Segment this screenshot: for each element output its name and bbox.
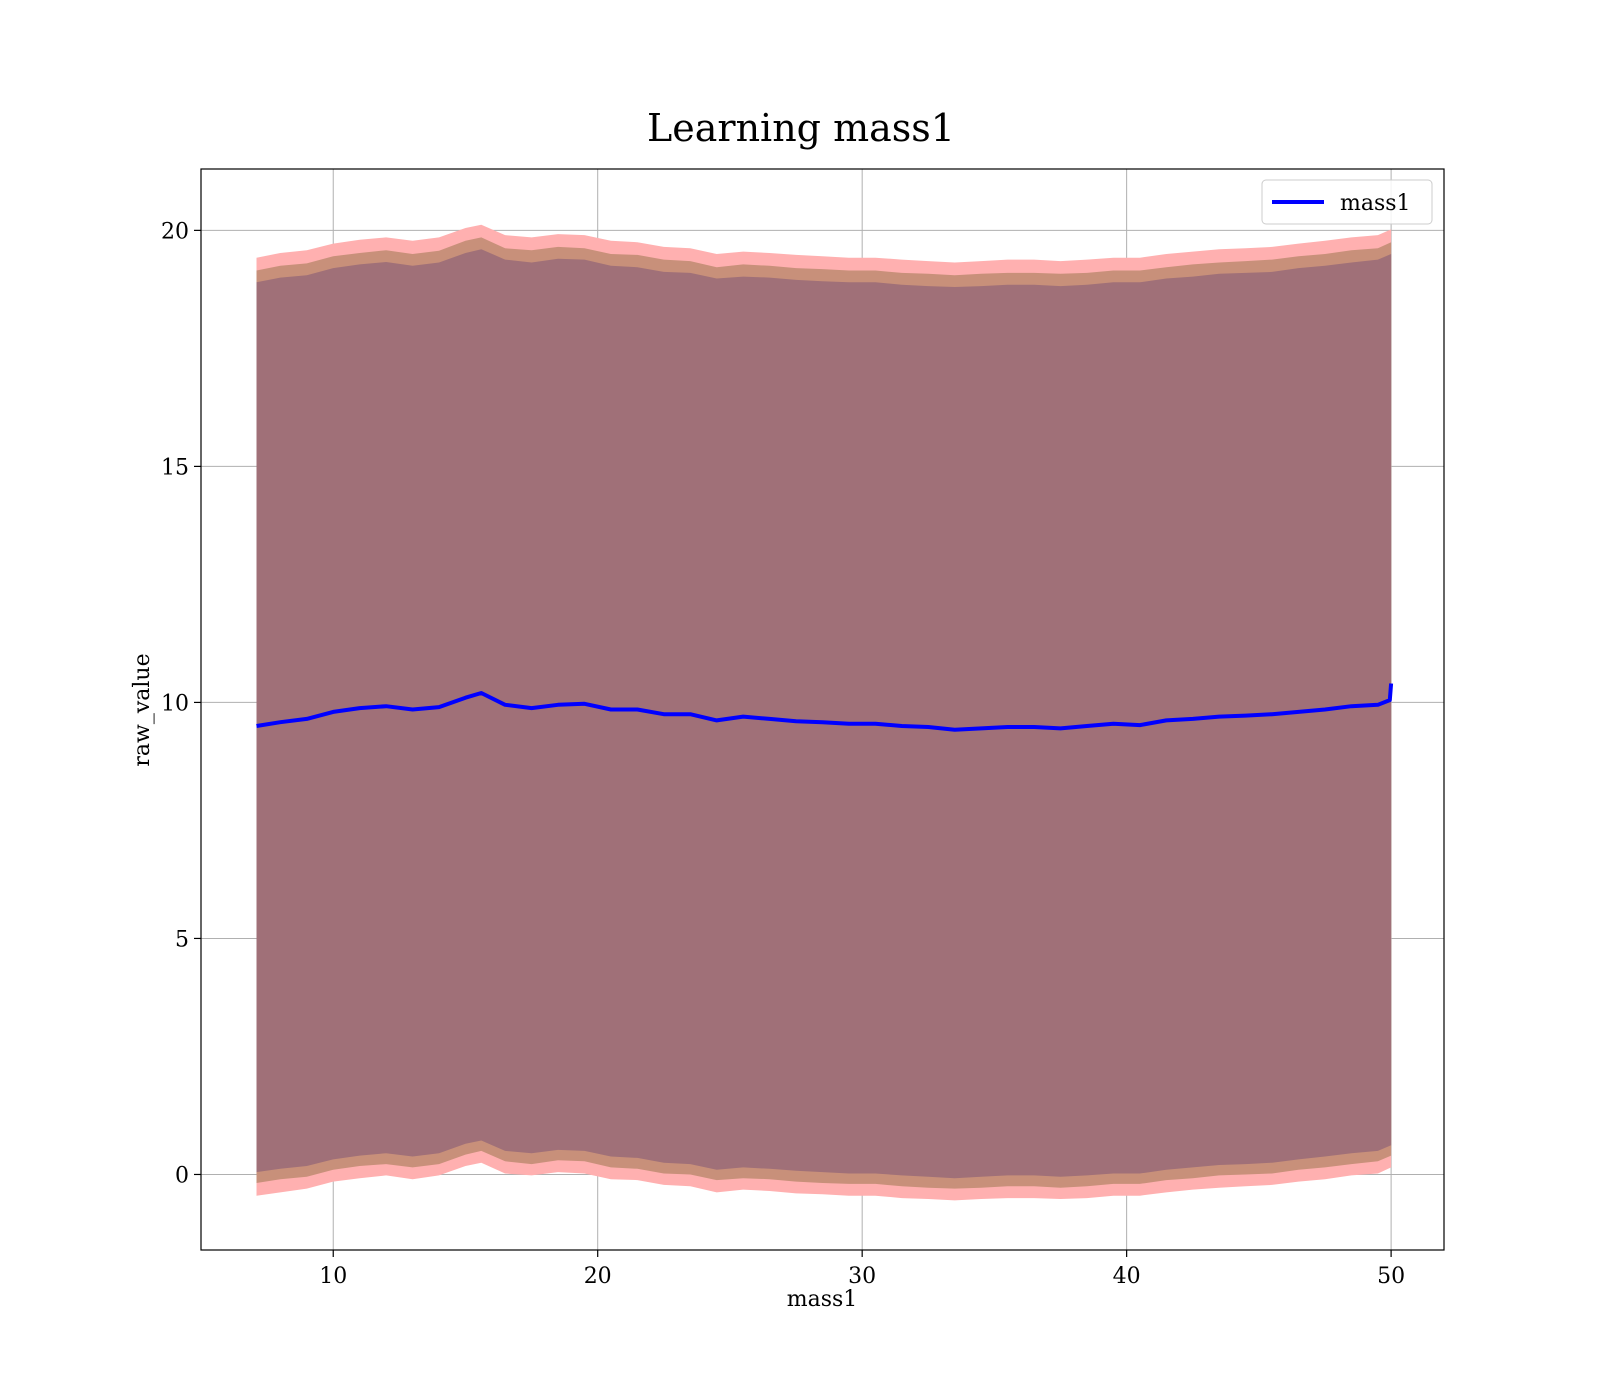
tick-label-x-30: 30 <box>848 1264 876 1289</box>
tick-label-x-50: 50 <box>1377 1264 1405 1289</box>
y-axis-label: raw_value <box>130 653 155 766</box>
legend-label-mass1: mass1 <box>1340 191 1411 216</box>
tick-label-y-15: 15 <box>161 455 189 480</box>
band-inner <box>256 249 1392 1179</box>
series-line-mass1 <box>256 683 1394 732</box>
tick-label-x-20: 20 <box>584 1264 612 1289</box>
tick-label-x-10: 10 <box>319 1264 347 1289</box>
tick-label-y-5: 5 <box>175 927 189 952</box>
chart-title: Learning mass1 <box>647 106 955 150</box>
legend-box <box>1261 179 1433 225</box>
x-axis-label: mass1 <box>787 1287 858 1312</box>
tick-label-y-20: 20 <box>161 219 189 244</box>
tick-label-y-10: 10 <box>161 691 189 716</box>
plot-frame <box>200 168 1445 1251</box>
axis-ticks: 10 20 30 40 50 0 5 10 15 20 <box>161 219 1405 1289</box>
tick-label-y-0: 0 <box>175 1163 189 1188</box>
tick-label-x-40: 40 <box>1113 1264 1141 1289</box>
legend: mass1 <box>1261 179 1433 225</box>
series-lines <box>256 683 1394 732</box>
confidence-bands <box>256 224 1392 1201</box>
